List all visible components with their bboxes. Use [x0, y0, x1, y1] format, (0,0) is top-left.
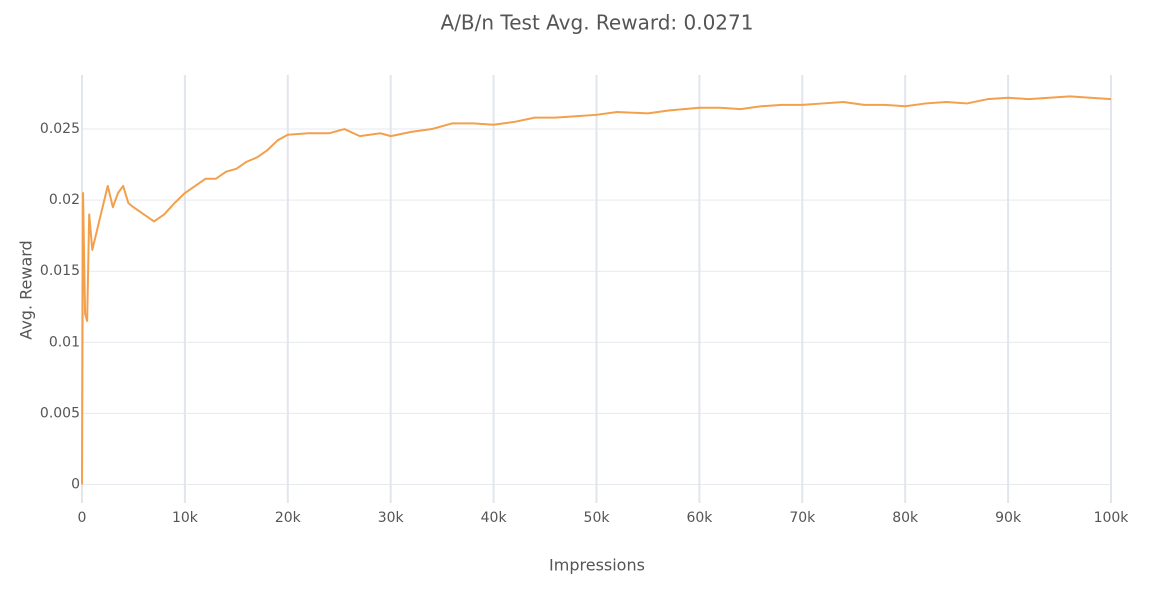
x-tick-label: 30k [378, 510, 405, 526]
x-tick-label: 80k [892, 510, 919, 526]
y-tick-label: 0.02 [49, 192, 80, 208]
x-tick-label: 70k [789, 510, 816, 526]
x-tick-label: 50k [584, 510, 611, 526]
x-tick-label: 0 [78, 510, 87, 526]
y-tick-label: 0.025 [40, 121, 80, 137]
x-tick-label: 40k [481, 510, 508, 526]
x-tick-label: 60k [686, 510, 713, 526]
data-line [81, 95, 1112, 485]
y-tick-label: 0 [71, 477, 80, 493]
x-axis-title: Impressions [549, 556, 645, 575]
chart-title: A/B/n Test Avg. Reward: 0.0271 [441, 11, 754, 35]
y-axis-title: Avg. Reward [17, 240, 36, 339]
x-tick-label: 90k [995, 510, 1022, 526]
y-tick-label: 0.015 [40, 263, 80, 279]
x-tick-label: 20k [275, 510, 302, 526]
y-tick-label: 0.01 [49, 334, 80, 350]
x-tick-label: 10k [172, 510, 199, 526]
y-tick-label: 0.005 [40, 405, 80, 421]
x-tick-label: 100k [1094, 510, 1130, 526]
